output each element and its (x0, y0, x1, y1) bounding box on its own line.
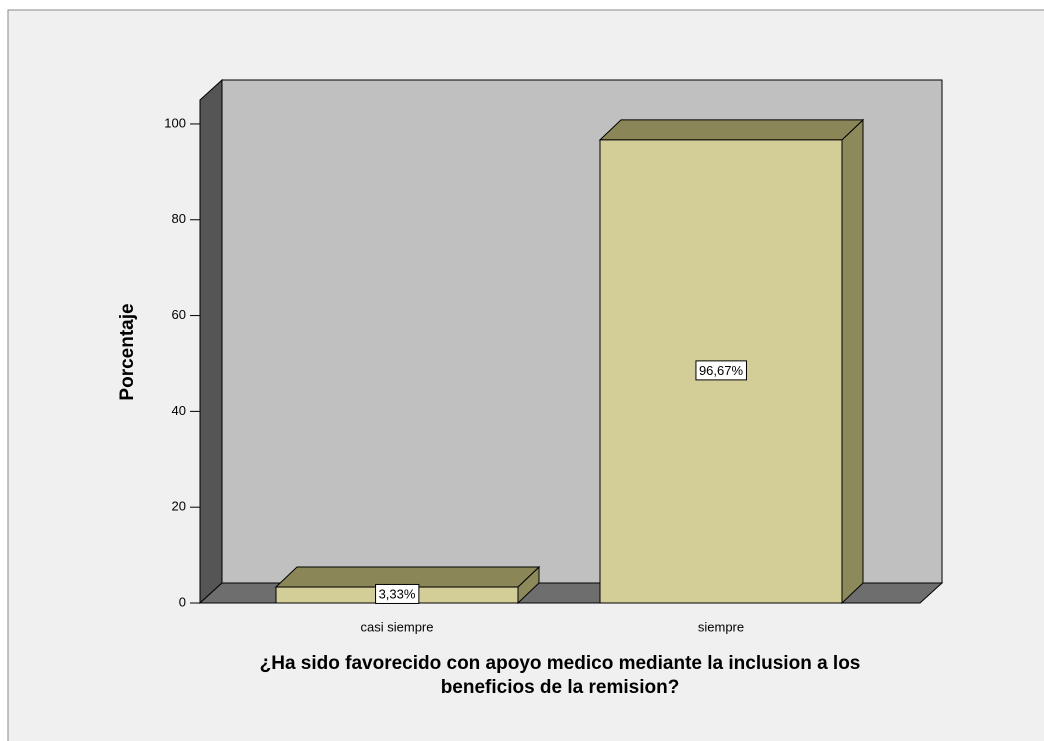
y-tick-label: 60 (172, 307, 186, 322)
bar-top (598, 119, 865, 141)
value-label: 96,67% (699, 363, 744, 378)
y-tick-label: 20 (172, 499, 186, 514)
bar-side (841, 118, 864, 605)
value-label: 3,33% (379, 586, 416, 601)
y-tick-label: 0 (179, 594, 186, 609)
x-axis-title: ¿Ha sido favorecido con apoyo medico med… (259, 653, 861, 698)
y-tick-label: 100 (164, 115, 186, 130)
y-axis-title: Porcentaje (117, 303, 138, 400)
value-label-box (375, 583, 420, 604)
x-tick-label: siempre (698, 619, 744, 634)
y-tick-label: 80 (172, 211, 186, 226)
left-wall (199, 78, 223, 605)
value-label-box (695, 360, 747, 381)
y-tick-label: 40 (172, 403, 186, 418)
x-tick-label: casi siempre (361, 619, 434, 634)
